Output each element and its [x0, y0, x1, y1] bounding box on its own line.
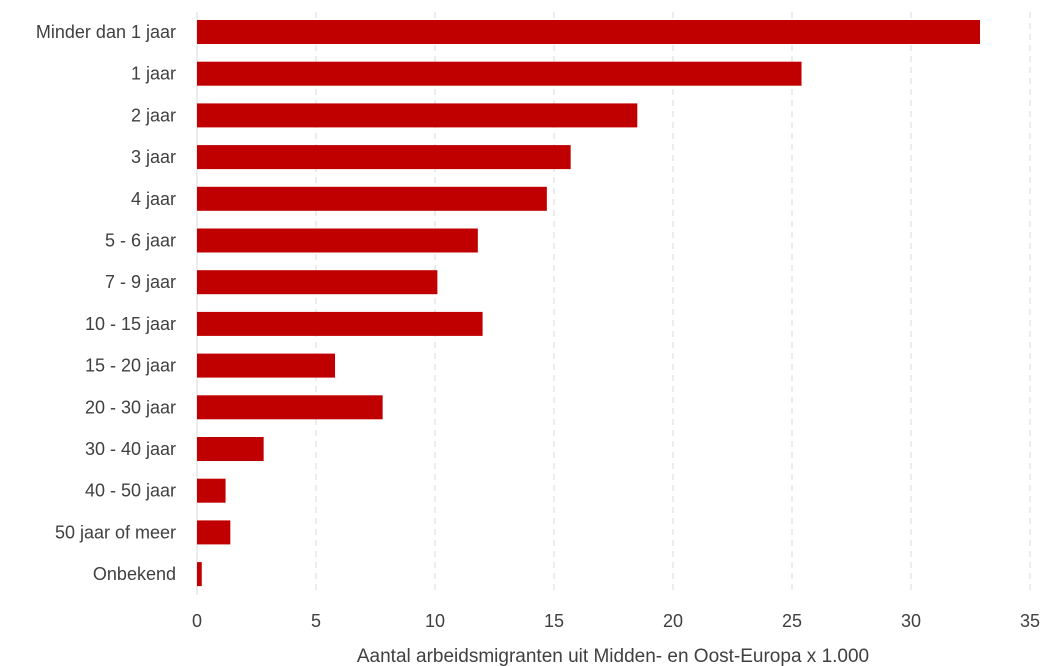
category-label: 3 jaar — [131, 147, 176, 167]
category-label: 7 - 9 jaar — [105, 272, 176, 292]
bar — [197, 186, 547, 211]
x-tick-label: 20 — [663, 611, 683, 631]
category-label: Minder dan 1 jaar — [36, 22, 176, 42]
category-labels: Minder dan 1 jaar 1 jaar 2 jaar 3 jaar 4 jaa… — [36, 22, 176, 584]
bar — [197, 478, 226, 503]
category-label: 15 - 20 jaar — [85, 356, 176, 376]
bar — [197, 145, 571, 170]
category-label: 4 jaar — [131, 189, 176, 209]
category-label: 50 jaar of meer — [55, 522, 176, 542]
x-axis-title: Aantal arbeidsmigranten uit Midden- en O… — [357, 646, 869, 666]
category-label: Onbekend — [93, 564, 176, 584]
category-label: 5 - 6 jaar — [105, 231, 176, 251]
x-tick-label: 10 — [425, 611, 445, 631]
category-label: 2 jaar — [131, 105, 176, 125]
bar — [197, 103, 638, 128]
x-tick-label: 35 — [1020, 611, 1040, 631]
x-tick-label: 15 — [544, 611, 564, 631]
bar — [197, 520, 231, 545]
category-label: 40 - 50 jaar — [85, 481, 176, 501]
category-label: 20 - 30 jaar — [85, 397, 176, 417]
x-tick-labels: 0 5 10 15 20 25 30 35 — [192, 611, 1040, 631]
bar — [197, 270, 438, 295]
x-tick-label: 5 — [311, 611, 321, 631]
category-label: 10 - 15 jaar — [85, 314, 176, 334]
x-tick-label: 30 — [901, 611, 921, 631]
category-label: 30 - 40 jaar — [85, 439, 176, 459]
bar — [197, 20, 981, 44]
category-label: 1 jaar — [131, 64, 176, 84]
bars — [197, 20, 981, 587]
bar — [197, 311, 483, 336]
bar — [197, 61, 802, 86]
bar — [197, 562, 202, 587]
bar — [197, 395, 383, 420]
bar — [197, 353, 336, 378]
bar — [197, 228, 478, 253]
x-tick-label: 25 — [782, 611, 802, 631]
gridlines — [196, 12, 1031, 595]
x-tick-label: 0 — [192, 611, 202, 631]
bar — [197, 437, 264, 461]
